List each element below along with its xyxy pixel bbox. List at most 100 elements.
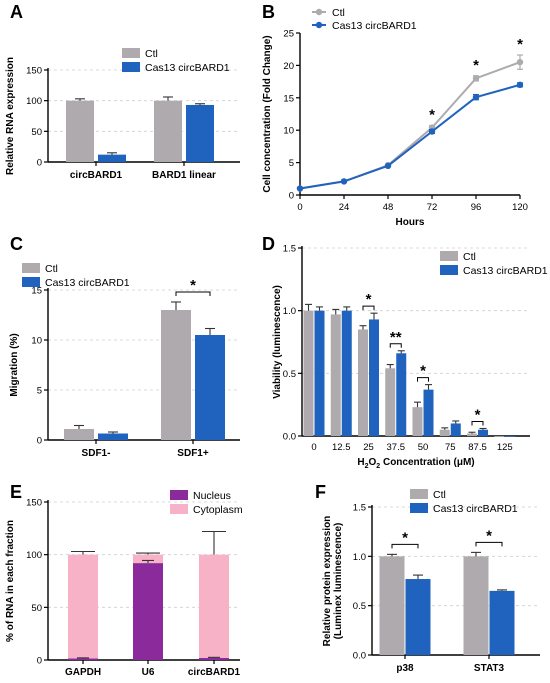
y-axis-label: Relative protein expression xyxy=(322,516,333,647)
panel-F: F 0.0 0.5 1.0 1.5 p38 STAT3 * * Ctl Cas13 circBARD… xyxy=(315,482,540,674)
x-tick-label: BARD1 linear xyxy=(152,170,216,181)
bar xyxy=(405,579,431,655)
x-tick-label: 0 xyxy=(297,202,302,213)
bar-segment xyxy=(133,554,163,564)
legend-label: Ctl xyxy=(433,489,446,501)
bar xyxy=(439,429,450,436)
x-tick-label: circBARD1 xyxy=(70,170,123,181)
y-tick-label: 50 xyxy=(31,603,42,614)
bar xyxy=(478,429,488,436)
panel-C: C 0 5 10 15 SDF1- SDF1+ * Ctl Cas13 circBARD1 Migr… xyxy=(9,234,240,459)
x-tick-label: 12.5 xyxy=(332,442,351,453)
y-tick-label: 100 xyxy=(26,96,42,107)
legend-label: Ctl xyxy=(332,7,345,19)
y-tick-label: 0.5 xyxy=(353,601,366,612)
significance-bracket xyxy=(417,377,429,382)
legend-swatch xyxy=(440,251,458,261)
y-axis-label: (Luminex luminescence) xyxy=(333,523,344,640)
bar xyxy=(467,433,477,436)
data-point xyxy=(428,128,436,135)
legend-swatch xyxy=(440,265,458,275)
panel-label: B xyxy=(262,2,275,22)
bar xyxy=(505,436,516,437)
significance-bracket xyxy=(362,305,375,311)
bar-segment xyxy=(199,657,229,660)
x-tick-label: 125 xyxy=(497,442,513,453)
legend-label: Ctl xyxy=(45,263,58,275)
x-tick-label: 87.5 xyxy=(468,442,487,453)
y-tick-label: 20 xyxy=(283,61,294,72)
bar xyxy=(423,389,434,436)
significance-label: * xyxy=(517,36,523,53)
legend-swatch xyxy=(22,263,40,273)
legend-label: Cas13 circBARD1 xyxy=(433,503,518,515)
legend-label: Cas13 circBARD1 xyxy=(45,277,130,289)
y-tick-label: 25 xyxy=(283,29,294,40)
significance-bracket xyxy=(389,343,402,348)
x-tick-label: SDF1+ xyxy=(177,448,209,459)
x-tick-label: U6 xyxy=(142,667,155,678)
x-axis-label: H2O2 Concentration (μM) xyxy=(357,457,474,470)
x-tick-label: p38 xyxy=(396,663,414,674)
legend-swatch xyxy=(410,503,428,513)
significance-bracket xyxy=(471,420,484,426)
legend-marker xyxy=(315,21,323,29)
legend-swatch xyxy=(170,504,188,514)
data-point xyxy=(384,162,392,170)
y-axis-label: Cell concentration (Fold Change) xyxy=(262,35,273,192)
bar xyxy=(463,556,489,655)
bar xyxy=(154,100,182,162)
bar xyxy=(161,310,191,440)
y-tick-label: 1.0 xyxy=(283,306,296,317)
bar xyxy=(358,329,368,436)
significance-label: ** xyxy=(390,329,402,346)
legend-label: Cas13 circBARD1 xyxy=(145,62,230,74)
significance-label: * xyxy=(486,527,492,544)
significance-bracket xyxy=(175,291,211,296)
legend-marker xyxy=(315,8,323,16)
y-tick-label: 15 xyxy=(31,286,42,297)
bar xyxy=(195,335,225,440)
x-tick-label: SDF1- xyxy=(82,448,111,459)
significance-bracket xyxy=(391,543,419,549)
bar xyxy=(450,423,461,436)
y-tick-label: 150 xyxy=(26,66,42,77)
significance-label: * xyxy=(473,57,479,74)
y-tick-label: 100 xyxy=(26,550,42,561)
panel-A: A 0 50 100 150 circBARD1 BARD1 linear Ctl Cas13 … xyxy=(5,2,240,181)
bar xyxy=(341,310,352,436)
bar xyxy=(314,310,325,436)
y-tick-label: 5 xyxy=(289,158,294,169)
y-tick-label: 150 xyxy=(26,498,42,509)
legend-swatch xyxy=(122,62,140,72)
bar xyxy=(66,100,94,162)
legend-swatch xyxy=(22,277,40,287)
legend-label: Cas13 circBARD1 xyxy=(332,20,417,32)
panel-D: D0.00.51.01.50 12.5 25 37.5 50 75 87.5 125*****… xyxy=(262,234,548,470)
bar xyxy=(330,314,341,436)
x-tick-label: 37.5 xyxy=(387,442,406,453)
x-tick-label: 75 xyxy=(445,442,456,453)
data-point xyxy=(516,81,524,89)
y-tick-label: 0 xyxy=(37,436,42,447)
x-tick-label: 48 xyxy=(383,202,394,213)
panel-label: E xyxy=(10,482,22,502)
bar-segment xyxy=(68,658,98,660)
significance-label: * xyxy=(366,291,372,308)
x-tick-label: STAT3 xyxy=(474,663,505,674)
bar xyxy=(494,436,505,437)
data-point xyxy=(296,185,304,192)
bar-segment xyxy=(133,563,163,660)
y-tick-label: 0.0 xyxy=(353,651,366,662)
significance-label: * xyxy=(190,277,196,294)
y-tick-label: 10 xyxy=(31,336,42,347)
data-point xyxy=(516,58,524,66)
bar-segment xyxy=(68,554,98,659)
y-tick-label: 0 xyxy=(37,656,42,667)
y-axis-label: % of RNA in each fraction xyxy=(5,520,16,642)
legend-label: Nucleus xyxy=(193,490,231,502)
bar-segment xyxy=(199,554,229,658)
y-tick-label: 0.0 xyxy=(283,432,296,443)
